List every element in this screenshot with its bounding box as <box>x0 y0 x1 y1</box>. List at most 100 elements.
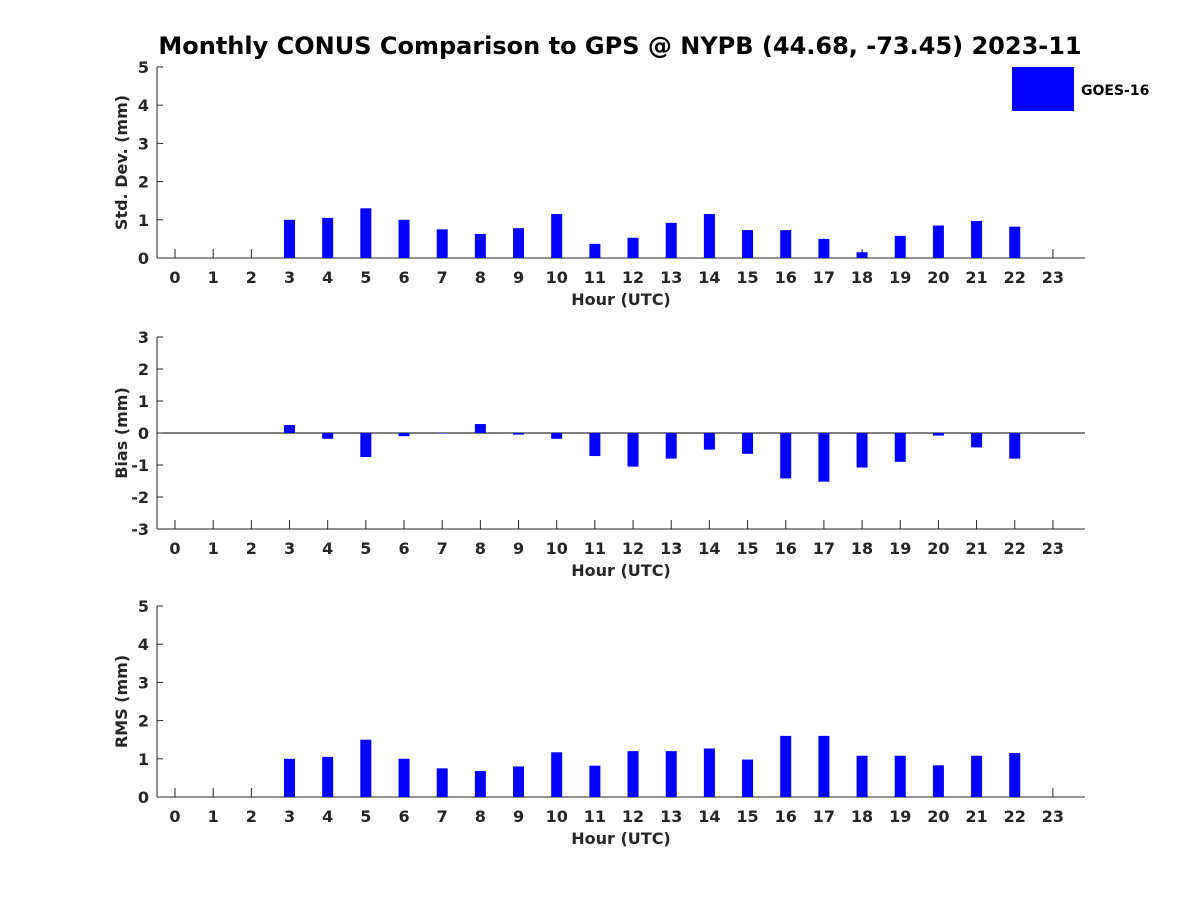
x-tick-label: 20 <box>927 539 949 558</box>
x-tick-label: 7 <box>437 539 448 558</box>
x-tick-label: 23 <box>1042 539 1064 558</box>
x-tick-label: 10 <box>546 807 568 826</box>
x-tick-label: 9 <box>513 268 524 287</box>
x-tick-label: 13 <box>660 807 682 826</box>
bar-std-dev-hour-15 <box>742 230 754 258</box>
x-tick-label: 20 <box>927 268 949 287</box>
bar-bias-hour-14 <box>703 433 715 450</box>
x-tick-label: 21 <box>965 539 987 558</box>
x-tick-label: 14 <box>698 268 720 287</box>
x-tick-label: 13 <box>660 268 682 287</box>
x-tick-label: 19 <box>889 539 911 558</box>
x-tick-label: 2 <box>246 268 257 287</box>
y-axis-label: Bias (mm) <box>112 387 131 479</box>
y-tick-label: 2 <box>138 712 149 731</box>
x-tick-label: 5 <box>360 539 371 558</box>
y-tick-label: 4 <box>138 96 149 115</box>
bar-bias-hour-19 <box>894 433 906 462</box>
bar-rms-hour-18 <box>856 755 868 797</box>
bar-rms-hour-7 <box>436 768 448 797</box>
x-tick-label: 15 <box>736 268 758 287</box>
bar-std-dev-hour-9 <box>513 228 525 258</box>
bar-bias-hour-17 <box>818 433 830 482</box>
x-tick-label: 22 <box>1004 268 1026 287</box>
bar-bias-hour-5 <box>360 433 372 457</box>
x-tick-label: 3 <box>284 807 295 826</box>
x-tick-label: 16 <box>775 268 797 287</box>
bar-bias-hour-15 <box>742 433 754 454</box>
y-tick-label: 0 <box>138 249 149 268</box>
bar-rms-hour-5 <box>360 739 372 797</box>
x-tick-label: 19 <box>889 268 911 287</box>
bar-rms-hour-4 <box>322 756 334 797</box>
x-tick-label: 17 <box>813 539 835 558</box>
bar-rms-hour-16 <box>780 735 792 797</box>
x-tick-label: 11 <box>584 268 606 287</box>
bar-rms-hour-21 <box>971 755 983 797</box>
x-tick-label: 22 <box>1004 539 1026 558</box>
y-axis-label: Std. Dev. (mm) <box>112 95 131 230</box>
bar-rms-hour-13 <box>665 751 677 797</box>
x-tick-label: 9 <box>513 539 524 558</box>
bar-std-dev-hour-11 <box>589 243 601 258</box>
x-tick-label: 1 <box>208 807 219 826</box>
x-tick-label: 18 <box>851 268 873 287</box>
bar-rms-hour-3 <box>284 758 296 797</box>
bar-std-dev-hour-6 <box>398 219 410 258</box>
y-tick-label: 0 <box>138 424 149 443</box>
bar-rms-hour-6 <box>398 758 410 797</box>
bar-rms-hour-8 <box>474 771 486 797</box>
bar-rms-hour-14 <box>703 748 715 797</box>
x-tick-label: 12 <box>622 268 644 287</box>
y-tick-label: 2 <box>138 173 149 192</box>
bar-bias-hour-9 <box>513 433 525 435</box>
x-tick-label: 23 <box>1042 807 1064 826</box>
x-tick-label: 22 <box>1004 807 1026 826</box>
x-tick-label: 0 <box>169 807 180 826</box>
x-tick-label: 15 <box>736 807 758 826</box>
x-tick-label: 5 <box>360 807 371 826</box>
bar-std-dev-hour-21 <box>971 220 983 258</box>
bar-std-dev-hour-7 <box>436 229 448 258</box>
chart-title: Monthly CONUS Comparison to GPS @ NYPB (… <box>158 32 1081 60</box>
bar-rms-hour-19 <box>894 755 906 797</box>
x-tick-label: 6 <box>398 268 409 287</box>
bar-bias-hour-4 <box>322 433 334 439</box>
bar-bias-hour-6 <box>398 433 410 437</box>
x-tick-label: 10 <box>546 539 568 558</box>
bar-bias-hour-21 <box>971 433 983 448</box>
x-tick-label: 7 <box>437 268 448 287</box>
y-tick-label: 1 <box>138 750 149 769</box>
x-tick-label: 16 <box>775 807 797 826</box>
bar-bias-hour-11 <box>589 433 601 457</box>
x-tick-label: 16 <box>775 539 797 558</box>
x-tick-label: 20 <box>927 807 949 826</box>
x-tick-label: 15 <box>736 539 758 558</box>
x-tick-label: 13 <box>660 539 682 558</box>
bar-bias-hour-12 <box>627 433 639 467</box>
x-tick-label: 4 <box>322 539 333 558</box>
x-tick-label: 21 <box>965 807 987 826</box>
x-tick-label: 12 <box>622 807 644 826</box>
x-tick-label: 1 <box>208 268 219 287</box>
bar-std-dev-hour-4 <box>322 217 334 258</box>
bar-rms-hour-15 <box>742 759 754 797</box>
y-tick-label: 3 <box>138 134 149 153</box>
x-tick-label: 8 <box>475 539 486 558</box>
bar-bias-hour-10 <box>551 433 563 439</box>
x-tick-label: 18 <box>851 807 873 826</box>
y-tick-label: 4 <box>138 635 149 654</box>
bar-bias-hour-7 <box>436 433 448 434</box>
legend: GOES-16 <box>1012 67 1149 111</box>
bar-std-dev-hour-17 <box>818 238 830 258</box>
bar-rms-hour-11 <box>589 765 601 797</box>
x-tick-label: 7 <box>437 807 448 826</box>
bar-rms-hour-20 <box>932 765 944 797</box>
bar-std-dev-hour-12 <box>627 237 639 258</box>
x-tick-label: 8 <box>475 268 486 287</box>
x-tick-label: 5 <box>360 268 371 287</box>
